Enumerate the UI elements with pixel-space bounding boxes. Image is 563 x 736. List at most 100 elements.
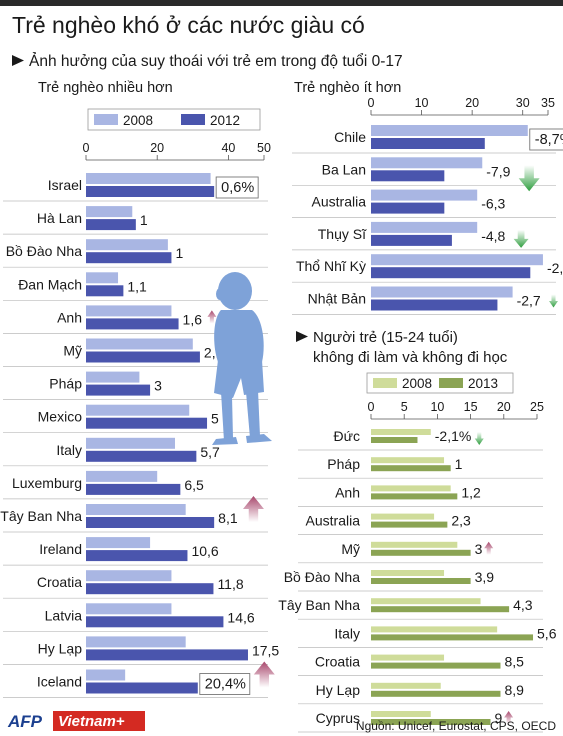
category-label: Mỹ [341, 541, 360, 557]
category-label: Hà Lan [37, 210, 82, 226]
data-label: 20,4% [205, 677, 246, 693]
bar-2008 [86, 504, 186, 515]
category-label: Đức [334, 428, 360, 444]
tick-label-20: 20 [150, 141, 164, 155]
data-label: 8,9 [504, 682, 524, 698]
arrow-up-icon [504, 711, 514, 724]
bar-2008 [371, 682, 441, 689]
boy-head [218, 272, 252, 310]
arrow-down-icon [518, 165, 540, 192]
bar-2008 [371, 286, 513, 298]
bar-2008 [86, 636, 186, 648]
category-label: Italy [56, 442, 82, 458]
bar-2008 [371, 125, 528, 136]
tick-label-50: 50 [257, 141, 271, 155]
category-label: Anh [335, 484, 360, 500]
data-label: 10,6 [191, 543, 218, 559]
data-label: 1,2 [461, 484, 481, 500]
bar-2008 [371, 570, 445, 576]
category-label: Croatia [315, 654, 360, 670]
data-label: 5,6 [537, 625, 557, 641]
change-arrow [207, 310, 217, 324]
bar-2013 [371, 437, 418, 443]
legend-label: 2013 [468, 376, 498, 391]
bar-2012 [86, 583, 214, 595]
bar-2012 [86, 351, 200, 363]
change-arrow [253, 661, 275, 688]
bar-2012 [86, 285, 124, 297]
bar-2008 [371, 654, 445, 661]
boy-foot-left [212, 437, 238, 445]
bar-2008 [371, 189, 478, 201]
category-label: Bồ Đào Nha [284, 569, 360, 585]
data-label: -6,3 [481, 196, 505, 212]
category-label: Cyprus [316, 710, 360, 726]
data-label: 3 [475, 541, 483, 557]
data-label: 6,5 [184, 477, 204, 493]
tick-label-5: 5 [401, 400, 408, 414]
bar-2012 [86, 550, 188, 562]
value-box [199, 673, 251, 695]
bar-2008 [86, 404, 190, 416]
data-label: 1,6 [183, 311, 203, 327]
data-label: -2,8 [547, 260, 563, 276]
arrow-down-icon [474, 432, 484, 445]
bar-2008 [371, 541, 458, 548]
arrow-up-icon [484, 541, 494, 555]
bar-2012 [371, 202, 445, 214]
bar-2013 [371, 465, 451, 472]
bar-2008 [371, 485, 451, 492]
legend-swatch-2008 [94, 114, 118, 125]
bar-2008 [86, 338, 193, 350]
bar-2008 [86, 239, 168, 251]
bar-2008 [371, 429, 431, 435]
category-label: Đan Mạch [18, 276, 82, 292]
bar-2012 [86, 616, 224, 628]
bar-2012 [371, 267, 531, 279]
bar-2008 [371, 254, 543, 266]
arrow-up-icon [207, 310, 217, 324]
bar-2012 [86, 450, 197, 462]
bar-2013 [371, 690, 501, 697]
vietnam-logo-bg [53, 711, 145, 731]
legend-swatch-2013 [439, 378, 463, 388]
bar-2013 [371, 662, 501, 669]
boy-arm-right [243, 318, 255, 335]
category-label: Iceland [37, 674, 82, 690]
category-label: Croatia [37, 574, 82, 590]
tick-label-15: 15 [464, 400, 478, 414]
change-arrow [504, 711, 514, 724]
data-label: 5 [211, 411, 219, 427]
category-label: Pháp [327, 456, 360, 472]
category-label: Australia [312, 194, 367, 210]
category-label: Italy [334, 625, 360, 641]
tick-label-30: 30 [516, 96, 530, 110]
bar-2012 [86, 682, 198, 694]
bar-2013 [371, 719, 491, 725]
bar-2008 [371, 711, 431, 717]
change-arrow [242, 496, 264, 522]
change-arrow [513, 229, 529, 248]
data-label: -7,9 [486, 163, 510, 179]
bar-2012 [86, 417, 208, 429]
bar-2013 [371, 578, 471, 584]
source-note: Nguồn: Unicef, Eurostat, CPS, OECD [356, 719, 556, 733]
legend-label: 2008 [123, 113, 153, 128]
bar-2012 [371, 138, 485, 149]
bar-2008 [86, 437, 175, 449]
category-label: Israel [48, 177, 82, 193]
bullet-triangle-icon [12, 55, 24, 66]
category-label: Australia [306, 513, 361, 529]
bar-2008 [86, 669, 126, 681]
bar-2008 [371, 221, 478, 233]
data-label: -2,7 [517, 293, 541, 309]
legend-label: 2008 [402, 376, 432, 391]
data-label: -8,7% [535, 132, 563, 148]
data-label: 11,8 [217, 576, 243, 592]
bar-2013 [371, 521, 448, 528]
bar-2012 [371, 170, 445, 182]
youth-panel-title-line2: không đi làm và không đi học [313, 349, 508, 366]
category-label: Luxemburg [12, 475, 82, 491]
